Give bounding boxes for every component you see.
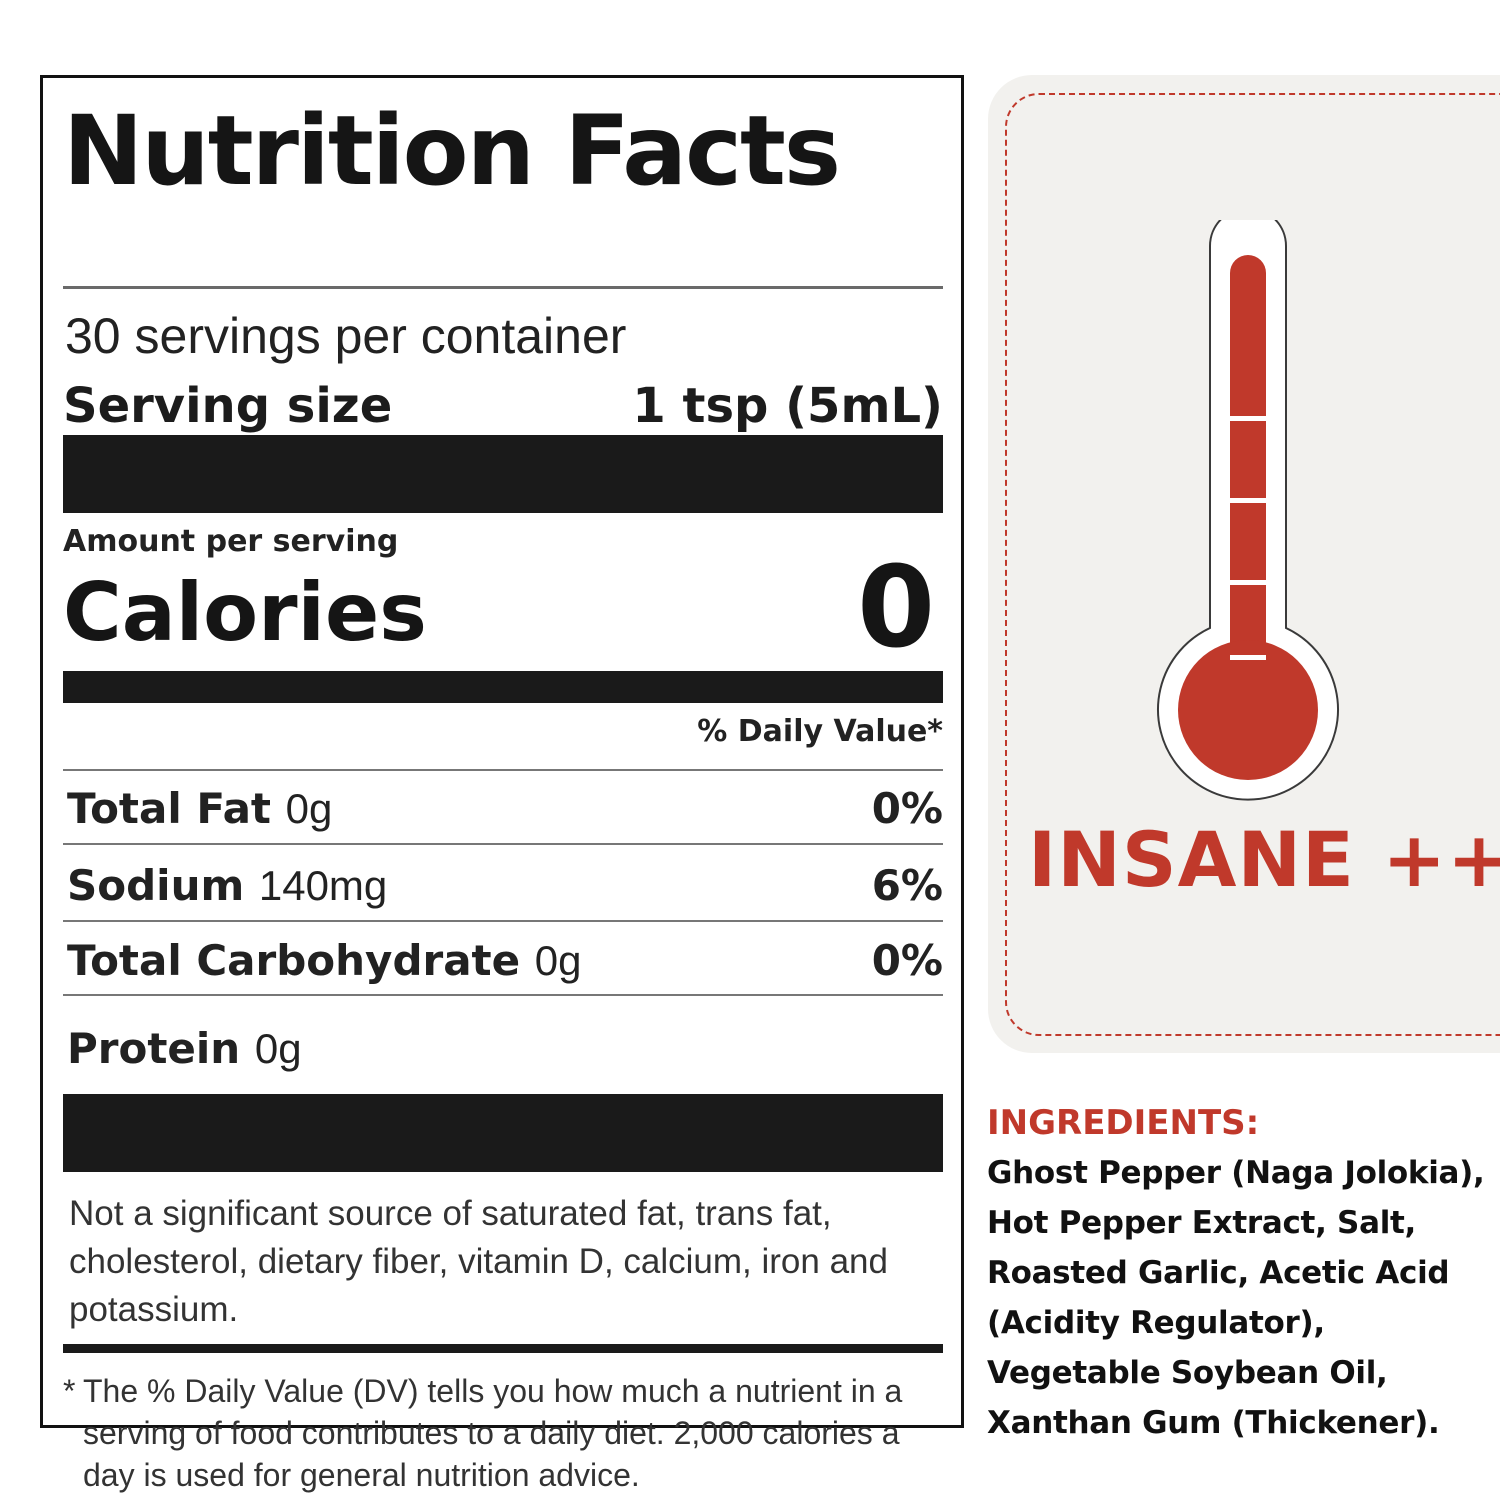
thermometer-tick <box>1230 416 1266 421</box>
heat-level-label: INSANE ++ <box>1028 815 1500 904</box>
nutrition-title: Nutrition Facts <box>63 95 841 207</box>
thermometer-tick <box>1230 655 1266 660</box>
ingredient-line: Hot Pepper Extract, Salt, <box>987 1205 1417 1241</box>
ingredient-line: Vegetable Soybean Oil, <box>987 1355 1388 1391</box>
ingredient-line: (Acidity Regulator), <box>987 1305 1325 1341</box>
divider <box>63 920 943 922</box>
footnote-text: The % Daily Value (DV) tells you how muc… <box>83 1373 903 1493</box>
ingredient-line: Xanthan Gum (Thickener). <box>987 1405 1440 1441</box>
heavy-divider <box>63 1344 943 1353</box>
nutrient-row-total-fat: Total Fat 0g 0% <box>67 779 943 839</box>
nutrient-name: Sodium <box>67 861 259 910</box>
thermometer-tube <box>1230 255 1266 695</box>
heat-level-panel: INSANE ++ <box>988 75 1500 1053</box>
divider <box>63 994 943 996</box>
nutrient-amount: 0g <box>254 1025 302 1072</box>
calories-label: Calories <box>63 566 427 659</box>
thermometer-tick <box>1230 498 1266 503</box>
ingredients-list: Ghost Pepper (Naga Jolokia), Hot Pepper … <box>987 1148 1497 1448</box>
nutrient-row-total-carbohydrate: Total Carbohydrate 0g 0% <box>67 931 943 991</box>
nutrient-name: Total Fat <box>67 784 286 833</box>
nutrient-daily-value: 0% <box>871 936 943 985</box>
calories-row: Calories 0 <box>63 548 943 668</box>
nutrition-facts-panel: Nutrition Facts 30 servings per containe… <box>40 75 964 1493</box>
daily-value-footnote: * The % Daily Value (DV) tells you how m… <box>63 1370 939 1496</box>
thermometer-icon <box>1157 220 1339 801</box>
nutrient-daily-value: 6% <box>871 861 943 910</box>
serving-size-label: Serving size <box>63 378 393 434</box>
dashed-border <box>1005 93 1500 1036</box>
nutrient-row-sodium: Sodium 140mg 6% <box>67 856 943 916</box>
serving-size-row: Serving size 1 tsp (5mL) <box>63 376 943 436</box>
daily-value-header: % Daily Value* <box>697 714 943 749</box>
divider <box>63 769 943 771</box>
ingredient-line: Roasted Garlic, Acetic Acid <box>987 1255 1450 1291</box>
nutrient-name: Protein <box>67 1024 255 1073</box>
footnote-star: * <box>63 1373 76 1409</box>
servings-per-container: 30 servings per container <box>65 308 627 364</box>
ingredient-line: Ghost Pepper (Naga Jolokia), <box>987 1155 1485 1191</box>
ingredients-title: INGREDIENTS: <box>987 1103 1260 1143</box>
nutrient-daily-value: 0% <box>871 784 943 833</box>
nutrient-name: Total Carbohydrate <box>67 936 535 985</box>
thermometer-bulb <box>1178 640 1318 780</box>
divider <box>63 286 943 289</box>
nutrient-amount: 140mg <box>258 862 388 909</box>
amount-per-serving: Amount per serving <box>63 524 399 559</box>
thick-divider <box>63 1094 943 1172</box>
nutrient-row-protein: Protein 0g <box>67 1019 943 1079</box>
thermometer-tick <box>1230 580 1266 585</box>
nutrient-amount: 0g <box>285 785 333 832</box>
divider <box>63 843 943 845</box>
bar-divider <box>63 671 943 703</box>
not-significant-note: Not a significant source of saturated fa… <box>69 1194 888 1329</box>
nutrient-amount: 0g <box>534 937 582 984</box>
serving-size-value: 1 tsp (5mL) <box>632 378 943 434</box>
calories-value: 0 <box>857 543 935 673</box>
thick-divider <box>63 435 943 513</box>
